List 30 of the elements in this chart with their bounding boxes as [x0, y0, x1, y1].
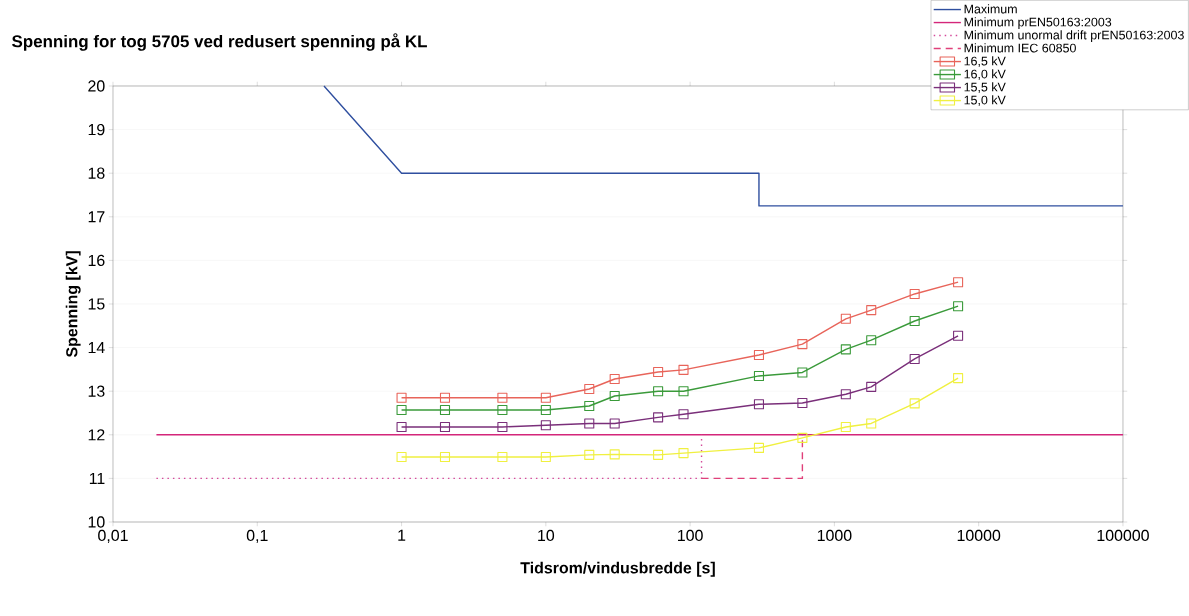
legend-label: Minimum unormal drift prEN50163:2003 [964, 30, 1184, 42]
y-axis-title: Spenning [kV] [65, 251, 81, 358]
legend-label: Minimum prEN50163:2003 [964, 17, 1112, 29]
y-tick-label: 18 [88, 167, 105, 179]
x-tick-label: 100000 [1097, 529, 1149, 542]
y-tick-label: 10 [88, 516, 105, 528]
legend-label: 15,0 kV [964, 95, 1006, 106]
y-tick-label: 12 [88, 429, 105, 441]
y-tick-label: 11 [89, 472, 105, 484]
x-tick-label: 100 [678, 529, 703, 542]
y-tick-label: 17 [88, 211, 105, 223]
legend-label: 15,5 kV [964, 82, 1006, 93]
x-tick-label: 1000 [817, 529, 852, 542]
y-tick-label: 13 [88, 385, 105, 397]
legend-label: Minimum IEC 60850 [964, 43, 1076, 53]
x-tick-label: 10 [538, 529, 555, 542]
legend-label: 16,0 kV [964, 69, 1006, 80]
y-tick-label: 16 [88, 254, 105, 267]
x-tick-label: 0,01 [98, 529, 128, 543]
x-tick-label: 10000 [957, 529, 1001, 542]
y-tick-label: 14 [88, 342, 105, 354]
y-tick-label: 19 [88, 123, 105, 136]
chart-title: Spenning for tog 5705 ved redusert spenning på KL [12, 33, 427, 51]
legend-label: 16,5 kV [964, 56, 1006, 67]
x-tick-label: 1 [398, 529, 406, 541]
y-tick-label: 20 [88, 80, 105, 92]
legend-label: Maximum [964, 4, 1017, 14]
y-tick-label: 15 [88, 298, 105, 310]
x-axis-title: Tidsrom/vindusbredde [s] [520, 561, 715, 577]
x-tick-label: 0,1 [246, 529, 268, 543]
